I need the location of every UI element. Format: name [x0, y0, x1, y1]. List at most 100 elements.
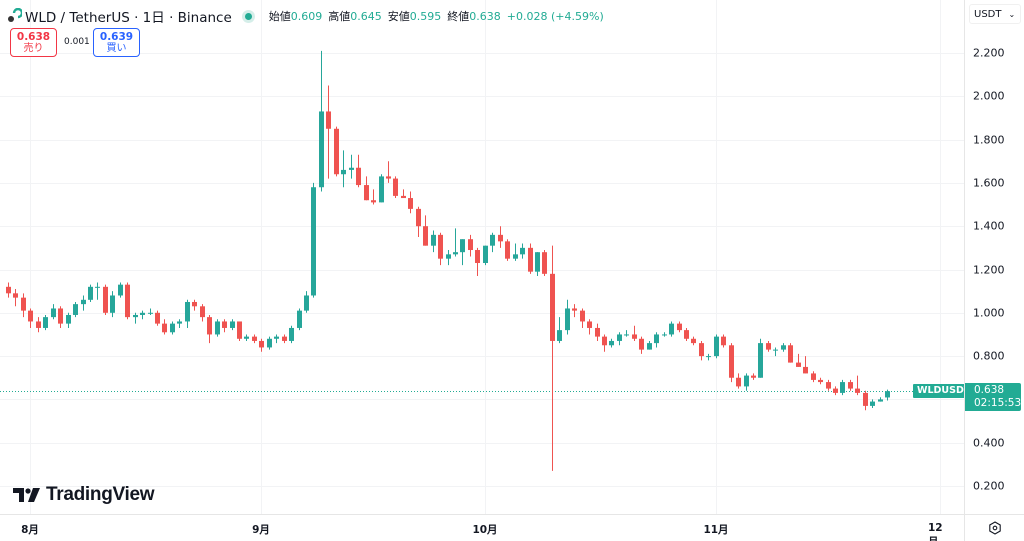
candle[interactable] [691, 338, 696, 344]
candle[interactable] [274, 336, 279, 339]
candle[interactable] [118, 284, 123, 296]
candle[interactable] [788, 345, 793, 363]
candle[interactable] [267, 338, 272, 348]
candle[interactable] [386, 176, 391, 179]
candle[interactable] [379, 176, 384, 203]
candle[interactable] [297, 310, 302, 328]
candle[interactable] [468, 239, 473, 251]
candle[interactable] [289, 327, 294, 341]
candle[interactable] [43, 317, 48, 328]
candle[interactable] [535, 252, 540, 272]
candle[interactable] [401, 195, 406, 199]
candle[interactable] [423, 226, 428, 246]
candle[interactable] [528, 247, 533, 272]
candle[interactable] [319, 111, 324, 188]
candle[interactable] [617, 334, 622, 341]
candle[interactable] [878, 399, 883, 402]
candle[interactable] [826, 382, 831, 389]
candle[interactable] [431, 234, 436, 246]
candle[interactable] [773, 349, 778, 351]
candle[interactable] [177, 321, 182, 324]
candle[interactable] [252, 336, 257, 341]
candle[interactable] [706, 356, 711, 358]
candle[interactable] [334, 128, 339, 175]
candle[interactable] [684, 330, 689, 339]
candle[interactable] [408, 198, 413, 209]
candle[interactable] [215, 321, 220, 335]
candle[interactable] [133, 314, 138, 318]
candle[interactable] [609, 340, 614, 346]
candle[interactable] [751, 375, 756, 378]
candle[interactable] [840, 382, 845, 393]
candle[interactable] [304, 295, 309, 311]
candle[interactable] [6, 286, 11, 294]
candle[interactable] [855, 388, 860, 393]
candle[interactable] [207, 317, 212, 335]
candle[interactable] [364, 185, 369, 201]
candle[interactable] [870, 401, 875, 406]
candle[interactable] [647, 343, 652, 350]
tradingview-logo[interactable]: TradingView [13, 484, 155, 506]
candle[interactable] [580, 310, 585, 322]
candle[interactable] [885, 391, 890, 398]
candle[interactable] [110, 295, 115, 313]
candle[interactable] [13, 293, 18, 298]
candle[interactable] [602, 336, 607, 346]
time-axis[interactable]: 8月 9月 10月 11月 12月 [0, 514, 964, 541]
candle[interactable] [341, 169, 346, 175]
candle[interactable] [170, 323, 175, 333]
candle[interactable] [677, 323, 682, 331]
candle[interactable] [803, 366, 808, 374]
candle[interactable] [758, 343, 763, 378]
candle[interactable] [416, 208, 421, 227]
chart-settings-button[interactable] [964, 514, 1024, 541]
candle[interactable] [632, 334, 637, 339]
candle[interactable] [542, 252, 547, 274]
candle[interactable] [505, 241, 510, 259]
candle[interactable] [140, 312, 145, 315]
candle[interactable] [729, 345, 734, 378]
candle[interactable] [349, 167, 354, 170]
candle[interactable] [28, 310, 33, 322]
chart-pane[interactable]: WLD / TetherUS · 1日 · Binance 始値 0.609 高値… [0, 0, 975, 514]
candle[interactable] [393, 178, 398, 196]
candle[interactable] [237, 321, 242, 339]
candle[interactable] [639, 338, 644, 350]
candle[interactable] [311, 187, 316, 296]
candle[interactable] [714, 336, 719, 357]
candle[interactable] [744, 375, 749, 387]
candle[interactable] [66, 314, 71, 324]
candle[interactable] [736, 377, 741, 387]
candle[interactable] [833, 388, 838, 393]
candle[interactable] [81, 299, 86, 305]
candle[interactable] [326, 111, 331, 129]
candle[interactable] [565, 308, 570, 331]
candle[interactable] [282, 336, 287, 341]
candle[interactable] [669, 323, 674, 335]
candle[interactable] [654, 334, 659, 344]
buy-button[interactable]: 0.639 買い [93, 28, 140, 57]
candle[interactable] [446, 254, 451, 259]
candle[interactable] [371, 200, 376, 203]
candle[interactable] [490, 234, 495, 246]
candle[interactable] [148, 312, 153, 314]
sell-button[interactable]: 0.638 売り [10, 28, 57, 57]
candle[interactable] [88, 286, 93, 300]
candle[interactable] [51, 308, 56, 318]
candle[interactable] [155, 312, 160, 324]
candle[interactable] [520, 247, 525, 255]
candle[interactable] [475, 250, 480, 264]
candle[interactable] [200, 306, 205, 318]
candle[interactable] [103, 286, 108, 313]
symbol-title[interactable]: WLD / TetherUS · 1日 · Binance [25, 10, 232, 26]
candle[interactable] [192, 301, 197, 307]
candle[interactable] [58, 308, 63, 324]
candle[interactable] [460, 239, 465, 253]
candle[interactable] [453, 252, 458, 255]
candle[interactable] [230, 321, 235, 328]
candle[interactable] [781, 345, 786, 350]
candle[interactable] [125, 284, 130, 318]
candle[interactable] [811, 373, 816, 380]
candle[interactable] [587, 321, 592, 328]
candle[interactable] [222, 321, 227, 328]
